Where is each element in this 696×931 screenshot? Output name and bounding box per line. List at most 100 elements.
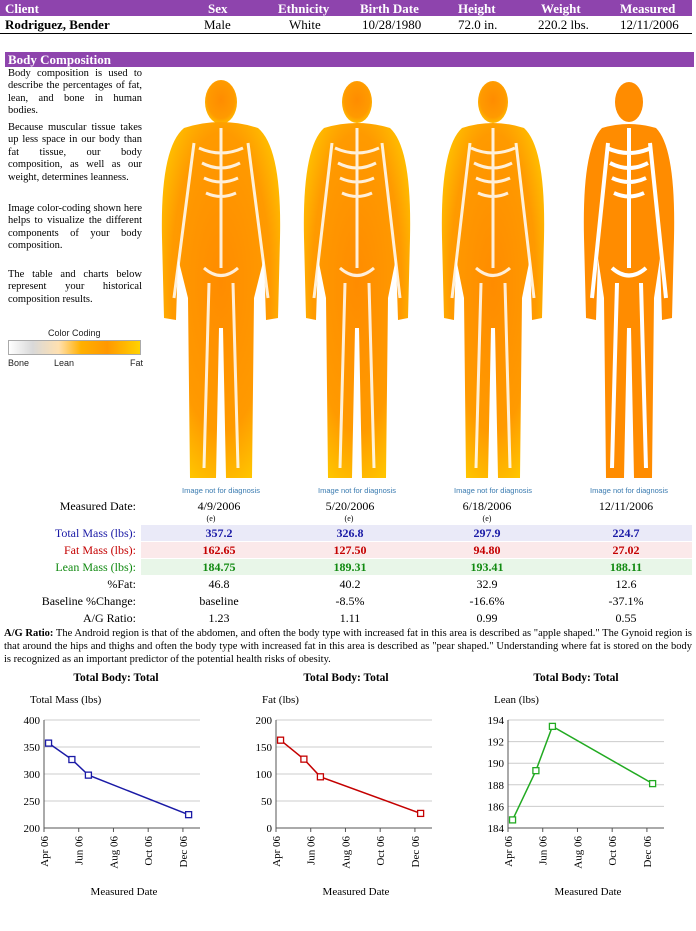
chart-title: Total Body: Total — [73, 672, 159, 684]
row-label: Baseline %Change: — [41, 594, 136, 608]
estimate-mark: (e) — [482, 514, 492, 523]
data-point — [648, 779, 657, 788]
row-value: 297.9 — [473, 526, 501, 540]
x-tick-label: Jun 06 — [306, 836, 318, 866]
x-axis-label: Measured Date — [91, 886, 158, 898]
client-ethnicity: White — [289, 17, 321, 32]
body-silhouette — [441, 81, 545, 478]
x-tick-label: Dec 06 — [642, 836, 654, 868]
chart-title: Total Body: Total — [533, 672, 619, 684]
x-tick-label: Aug 06 — [108, 836, 120, 869]
data-point — [300, 755, 308, 763]
row-value: 40.2 — [339, 577, 361, 591]
y-axis-label: Total Mass (lbs) — [30, 694, 102, 706]
data-point — [68, 755, 76, 764]
header-client: Client — [5, 1, 39, 16]
row-value: 357.2 — [205, 526, 233, 540]
x-tick-label: Aug 06 — [340, 836, 352, 869]
intro-paragraph: The table and charts below represent you… — [8, 269, 142, 305]
y-axis-label: Lean (lbs) — [494, 694, 539, 706]
y-tick-label: 150 — [256, 742, 273, 754]
x-tick-label: Oct 06 — [607, 836, 619, 866]
y-tick-label: 400 — [24, 715, 41, 727]
ag-note-text: The Android region is that of the abdome… — [4, 628, 692, 665]
x-tick-label: Jun 06 — [538, 836, 550, 866]
client-weight: 220.2 lbs. — [538, 17, 589, 32]
client-header-bar: Client Sex Ethnicity Birth Date Height W… — [0, 0, 692, 16]
body-scan-image: Image not for diagnosis — [154, 68, 288, 495]
intro-paragraph: Body composition is used to describe the… — [8, 68, 142, 117]
y-tick-label: 300 — [24, 769, 41, 781]
row-value: 0.55 — [615, 611, 637, 625]
y-axis-label: Fat (lbs) — [262, 694, 299, 706]
row-value: 189.31 — [333, 560, 367, 574]
estimate-mark: (e) — [206, 514, 216, 523]
ag-ratio-note: A/G Ratio: The Android region is that of… — [4, 627, 692, 666]
table-row: Fat Mass (lbs): 162.65 127.50 94.80 27.02 — [0, 542, 692, 558]
row-value: 184.75 — [202, 560, 236, 574]
y-tick-label: 184 — [488, 823, 505, 835]
row-value: 1.11 — [339, 611, 361, 625]
chart-title: Total Body: Total — [303, 672, 389, 684]
row-label: %Fat: — [107, 577, 136, 591]
table-row: %Fat: 46.8 40.2 32.9 12.6 — [0, 576, 692, 592]
row-highlight — [141, 559, 692, 575]
body-silhouette — [583, 82, 675, 478]
x-tick-label: Aug 06 — [572, 836, 584, 869]
row-value: -8.5% — [335, 594, 365, 608]
intro-paragraph: Because muscular tissue takes up less sp… — [8, 122, 142, 183]
data-point — [416, 809, 425, 818]
scan-caption: Image not for diagnosis — [182, 486, 260, 495]
measured-date: 4/9/2006 — [197, 499, 241, 513]
row-label: Total Mass (lbs): — [54, 526, 136, 540]
y-tick-label: 200 — [24, 823, 41, 835]
y-tick-label: 200 — [256, 715, 273, 727]
y-tick-label: 350 — [24, 742, 41, 754]
data-point — [44, 739, 53, 747]
row-value: 32.9 — [476, 577, 498, 591]
y-tick-label: 186 — [488, 801, 505, 813]
y-tick-label: 188 — [488, 780, 505, 792]
client-measured: 12/11/2006 — [620, 17, 679, 32]
data-point — [532, 767, 540, 775]
fat-mass-chart: Fat (lbs) 0 50 100 150 200 Apr 06 Jun 06 Aug 06 O… — [256, 694, 432, 898]
row-value: 188.11 — [609, 560, 643, 574]
row-value: 0.99 — [476, 611, 498, 625]
row-value: 193.41 — [470, 560, 504, 574]
row-value: 162.65 — [202, 543, 236, 557]
row-value: 94.80 — [473, 543, 501, 557]
row-label: Lean Mass (lbs): — [55, 560, 136, 574]
row-value: 46.8 — [208, 577, 230, 591]
row-value: -37.1% — [608, 594, 644, 608]
header-ethnicity: Ethnicity — [278, 1, 330, 16]
series-line — [511, 725, 653, 821]
color-coding-title: Color Coding — [48, 328, 101, 338]
data-point — [276, 736, 285, 744]
lean-mass-chart: Lean (lbs) 184 186 188 190 192 194 Apr 06 Jun 06… — [488, 694, 664, 898]
table-row: Baseline %Change: baseline -8.5% -16.6% -37.… — [0, 593, 692, 609]
client-sex: Male — [204, 17, 231, 32]
tick-fat: Fat — [130, 358, 144, 368]
y-tick-label: 250 — [24, 796, 41, 808]
intro-paragraph: Image color-coding shown here helps to v… — [8, 203, 142, 252]
row-highlight — [141, 525, 692, 541]
header-height: Height — [458, 1, 496, 16]
scan-caption: Image not for diagnosis — [318, 486, 396, 495]
measured-date-label: Measured Date: — [59, 499, 136, 513]
y-tick-label: 100 — [256, 769, 273, 781]
data-point — [508, 816, 517, 824]
measured-date: 6/18/2006 — [462, 499, 512, 513]
y-tick-label: 194 — [488, 715, 505, 727]
x-tick-label: Apr 06 — [271, 836, 283, 867]
body-scan-image: Image not for diagnosis — [426, 68, 560, 495]
series-line — [48, 742, 189, 816]
ag-note-label: A/G Ratio: — [4, 628, 54, 639]
client-birth-date: 10/28/1980 — [362, 17, 422, 32]
x-tick-label: Apr 06 — [503, 836, 515, 867]
row-label: Fat Mass (lbs): — [64, 543, 136, 557]
body-scan-image: Image not for diagnosis — [562, 68, 696, 495]
body-silhouette — [303, 81, 411, 478]
x-tick-label: Dec 06 — [178, 836, 190, 868]
color-coding-gradient — [8, 340, 141, 355]
header-measured: Measured — [620, 1, 676, 16]
